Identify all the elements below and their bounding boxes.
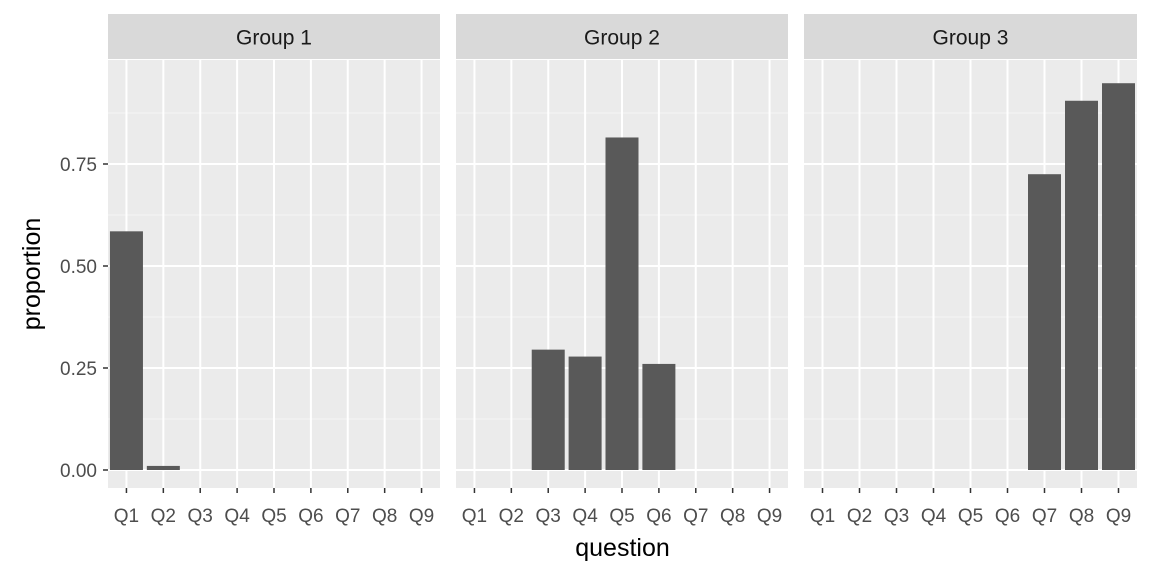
y-tick-label: 0.00 (60, 461, 97, 482)
facet-panel-3: Group 3 Q1 Q2 Q3 Q4 Q5 Q6 Q7 Q8 Q9 (804, 14, 1137, 527)
facet-strip-label: Group 2 (584, 27, 660, 50)
y-tick-label: 0.75 (60, 155, 97, 176)
x-tick-label: Q9 (1106, 506, 1131, 527)
facet-panel-2: Group 2 Q1 Q2 Q3 Q4 Q5 Q6 Q7 Q8 Q9 (456, 14, 788, 527)
bar-q9 (1102, 83, 1135, 470)
x-tick-label: Q3 (188, 506, 213, 527)
bar-q4 (568, 356, 602, 470)
x-tick-label: Q1 (114, 506, 139, 527)
bar-q2 (146, 465, 180, 470)
x-tick-label: Q3 (536, 506, 561, 527)
x-tick-label: Q8 (1069, 506, 1094, 527)
facet-strip-label: Group 3 (933, 27, 1009, 50)
bar-q1 (109, 231, 143, 470)
x-tick-label: Q2 (151, 506, 176, 527)
y-tick-label: 0.50 (60, 257, 97, 278)
x-tick-label: Q1 (462, 506, 487, 527)
bar-q3 (531, 349, 565, 470)
x-tick-label: Q9 (757, 506, 782, 527)
x-tick-label: Q7 (335, 506, 360, 527)
bar-q7 (1028, 174, 1061, 470)
x-tick-label: Q8 (720, 506, 745, 527)
facet-strip (456, 14, 788, 59)
facet-strip-label: Group 1 (236, 27, 312, 50)
x-tick-label: Q5 (958, 506, 983, 527)
x-tick-label: Q9 (409, 506, 434, 527)
x-tick-label: Q1 (810, 506, 835, 527)
x-tick-label: Q2 (847, 506, 872, 527)
y-axis-title: proportion (18, 218, 46, 331)
x-tick-label: Q5 (261, 506, 286, 527)
y-tick-label: 0.25 (60, 359, 97, 380)
x-tick-label: Q2 (499, 506, 524, 527)
x-tick-label: Q5 (609, 506, 634, 527)
x-tick-label: Q8 (372, 506, 397, 527)
x-tick-label: Q3 (884, 506, 909, 527)
x-tick-label: Q6 (995, 506, 1020, 527)
x-tick-label: Q4 (921, 506, 947, 527)
facet-strip (108, 14, 440, 59)
x-tick-label: Q7 (683, 506, 708, 527)
bar-q6 (642, 363, 676, 470)
x-tick-label: Q6 (646, 506, 671, 527)
facets: Group 1 Q1 Q2 Q3 Q4 Q5 Q6 Q7 Q8 Q9 0.00 0.25 0.50 0.7… (60, 14, 1137, 527)
x-tick-label: Q6 (298, 506, 323, 527)
x-axis-title: question (575, 534, 670, 562)
facet-strip (804, 14, 1137, 59)
bar-q8 (1065, 100, 1098, 470)
x-tick-label: Q4 (572, 506, 598, 527)
x-tick-label: Q4 (224, 506, 250, 527)
x-tick-label: Q7 (1032, 506, 1057, 527)
bar-q5 (605, 137, 639, 471)
facet-panel-1: Group 1 Q1 Q2 Q3 Q4 Q5 Q6 Q7 Q8 Q9 0.00 0.25 0.50 0.7… (60, 14, 440, 527)
